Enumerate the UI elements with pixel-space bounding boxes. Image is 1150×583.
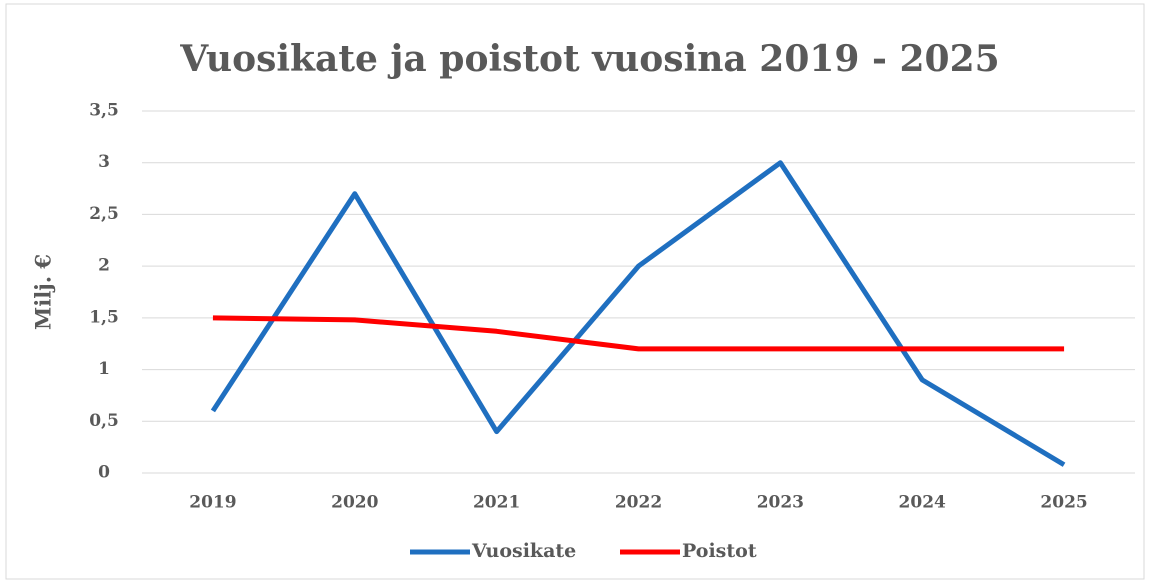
y-tick-label: 2,5 <box>89 204 119 224</box>
y-tick-label: 1 <box>98 359 110 379</box>
x-tick-label: 2022 <box>615 493 662 513</box>
line-series <box>210 160 1066 467</box>
x-tick-label: 2024 <box>899 493 946 513</box>
y-tick-label: 1,5 <box>89 307 119 327</box>
line-series <box>212 315 1065 352</box>
x-tick-label: 2020 <box>331 493 378 513</box>
legend-label: Vuosikate <box>471 540 576 562</box>
x-tick-label: 2023 <box>757 493 804 513</box>
chart-border <box>5 3 1145 580</box>
legend-label: Poistot <box>682 540 757 562</box>
chart-title: Vuosikate ja poistot vuosina 2019 - 2025 <box>179 38 999 80</box>
y-tick-label: 3 <box>98 152 110 172</box>
x-tick-label: 2025 <box>1040 493 1087 513</box>
y-tick-label: 3,5 <box>89 101 119 121</box>
y-tick-label: 2 <box>98 256 110 276</box>
y-tick-label: 0,5 <box>89 411 119 431</box>
y-tick-label: 0 <box>98 463 110 483</box>
x-tick-label: 2021 <box>473 493 520 513</box>
y-axis-label: Milj. € <box>31 254 56 330</box>
x-tick-label: 2019 <box>189 493 236 513</box>
